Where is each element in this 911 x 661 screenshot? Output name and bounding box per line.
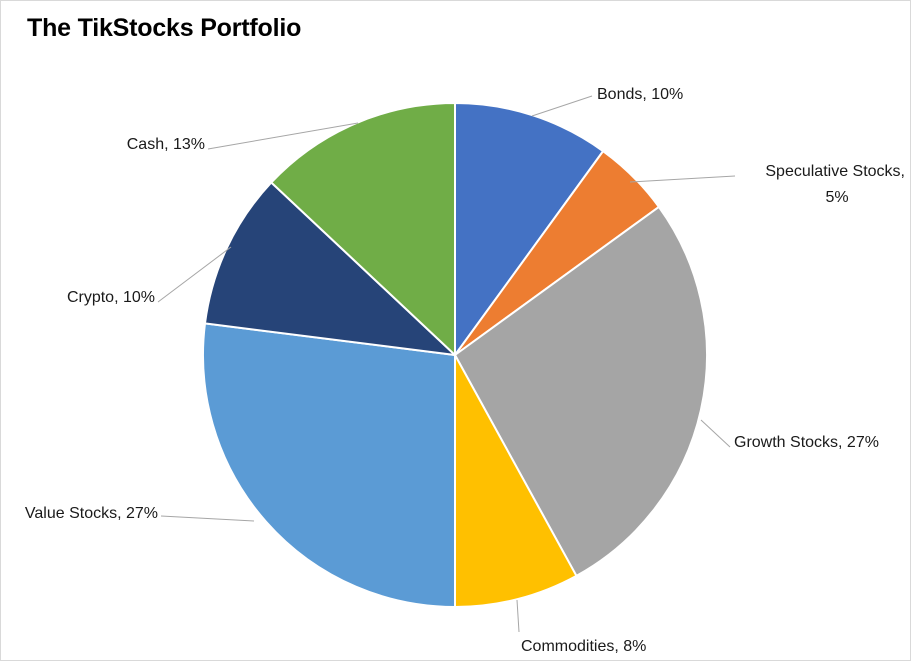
pie-slice-commodities <box>454 354 578 608</box>
leader-line-speculative-stocks <box>629 175 736 183</box>
data-label-bonds: Bonds, 10% <box>597 86 683 103</box>
data-label-growth-stocks: Growth Stocks, 27% <box>734 434 879 451</box>
data-label-cash: Cash, 13% <box>127 136 205 153</box>
data-label-speculative-stocks: Speculative Stocks, 5% <box>765 163 905 206</box>
data-label-commodities: Commodities, 8% <box>521 638 646 655</box>
leader-line-crypto <box>157 246 232 303</box>
pie-slices <box>202 102 708 608</box>
data-label-value-stocks: Value Stocks, 27% <box>25 505 158 522</box>
leader-line-bonds <box>531 95 593 117</box>
data-labels: Bonds, 10% Speculative Stocks, 5% Growth St… <box>25 86 905 655</box>
chart-title: The TikStocks Portfolio <box>27 14 302 42</box>
pie-slice-crypto <box>203 181 456 356</box>
leader-line-commodities <box>516 599 520 633</box>
leader-lines <box>157 95 736 633</box>
leader-line-value-stocks <box>160 515 255 522</box>
pie-slice-value-stocks <box>202 322 456 608</box>
leader-line-cash <box>207 122 359 150</box>
data-label-crypto: Crypto, 10% <box>67 289 155 306</box>
pie-slice-growth-stocks <box>454 205 708 577</box>
leader-line-growth-stocks <box>700 419 731 448</box>
